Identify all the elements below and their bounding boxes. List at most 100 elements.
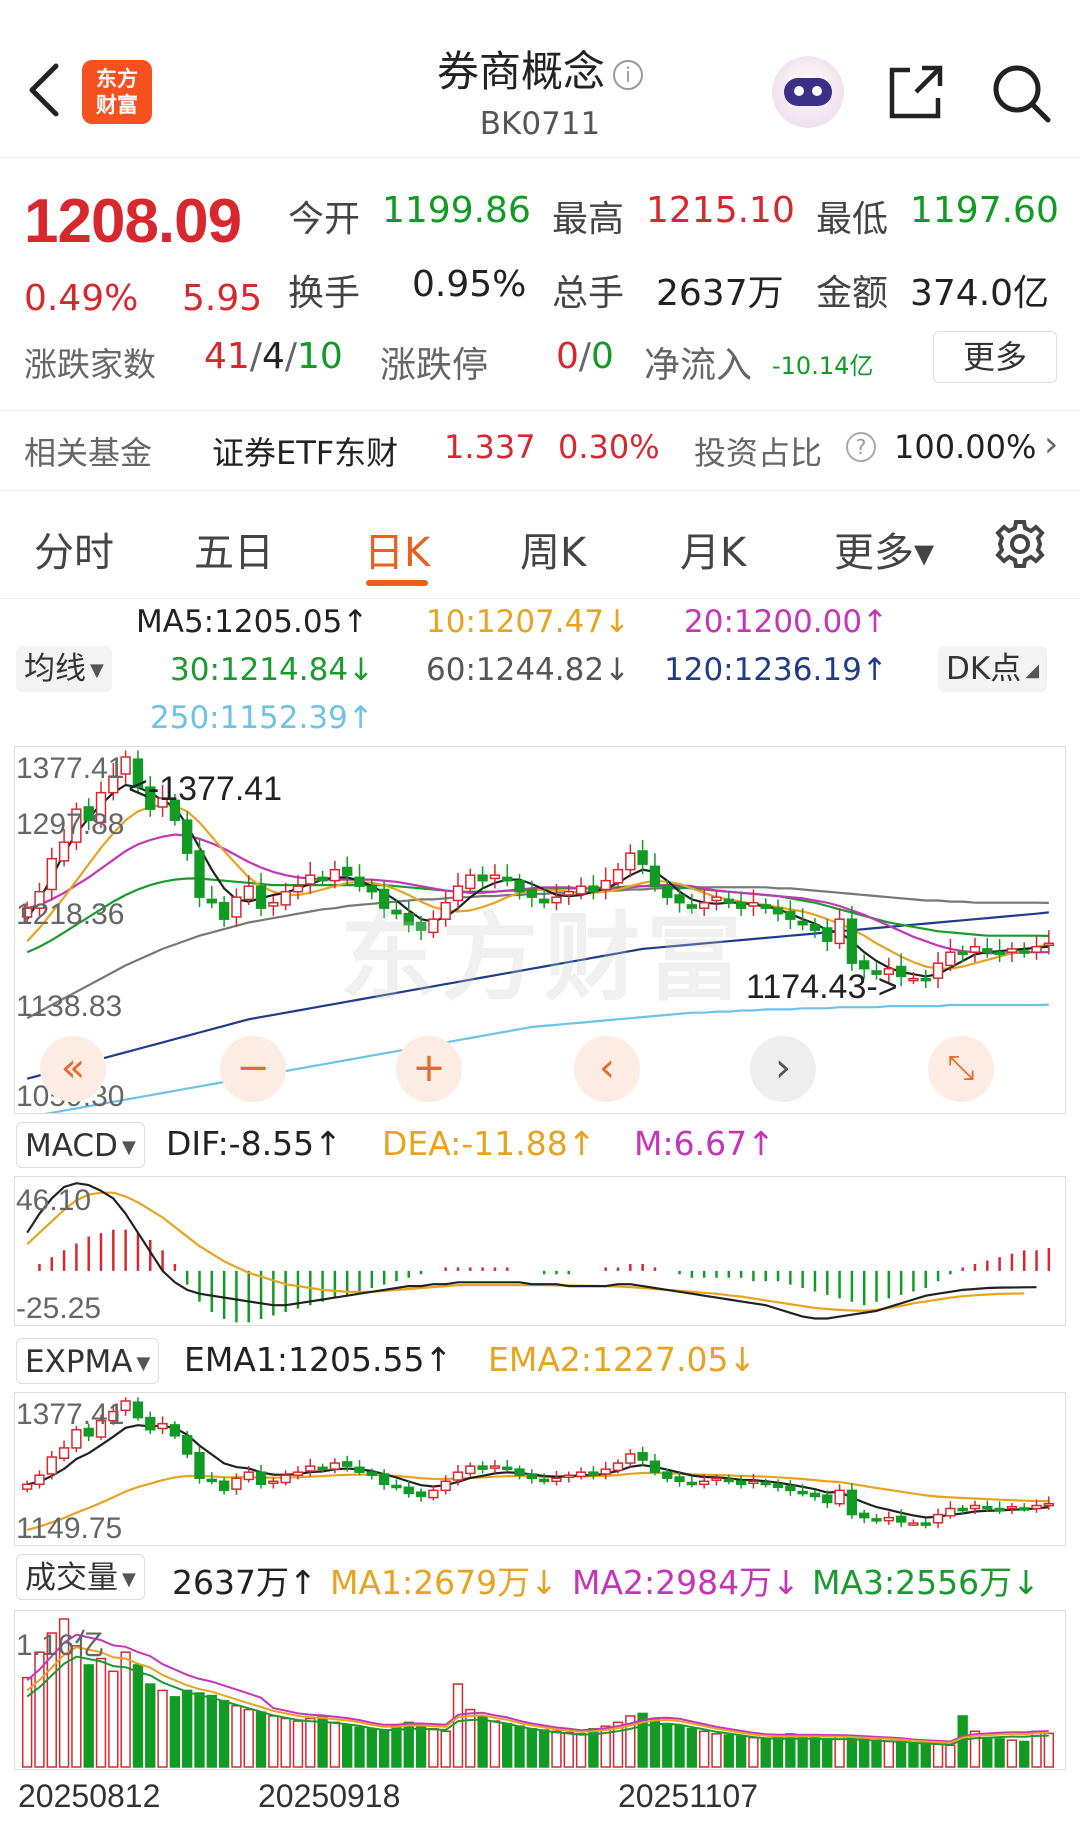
zoom-out-button[interactable]: − bbox=[220, 1036, 286, 1102]
candle-body bbox=[452, 885, 464, 902]
volume-bar bbox=[95, 1657, 107, 1768]
expma-candle-body bbox=[342, 1461, 353, 1467]
back-icon[interactable] bbox=[22, 60, 66, 120]
chevron-down-icon: ▼ bbox=[90, 659, 104, 681]
expma-candle-body bbox=[982, 1505, 993, 1510]
ma20-value: 20:1200.00↑ bbox=[684, 604, 889, 640]
page-title-wrap: 券商概念 i bbox=[0, 38, 1080, 99]
candle-body bbox=[600, 879, 611, 891]
expma-candle-body bbox=[563, 1474, 574, 1478]
volume-value: 2637万 bbox=[656, 273, 784, 314]
divider bbox=[0, 490, 1080, 491]
scroll-left-button[interactable]: ‹ bbox=[574, 1036, 640, 1102]
volume-selector[interactable]: 成交量 ▼ bbox=[16, 1554, 145, 1600]
separator: / bbox=[249, 336, 262, 377]
amount-label: 金额 bbox=[816, 273, 889, 314]
macd-chart-panel[interactable] bbox=[14, 1176, 1066, 1326]
volume-bar bbox=[231, 1705, 242, 1768]
volume-bar bbox=[58, 1618, 70, 1768]
volume-bar bbox=[354, 1726, 365, 1768]
volume-chart-panel[interactable] bbox=[14, 1610, 1066, 1770]
turnover-label: 换手 bbox=[288, 273, 361, 314]
scroll-right-button[interactable]: › bbox=[750, 1036, 816, 1102]
candle-body bbox=[538, 898, 550, 904]
candle-body bbox=[145, 786, 156, 810]
expma-candle-body bbox=[526, 1473, 538, 1479]
candle-body bbox=[735, 901, 747, 909]
assistant-robot-icon[interactable] bbox=[772, 56, 844, 128]
volume-bar bbox=[1006, 1739, 1018, 1768]
help-icon[interactable]: ? bbox=[846, 432, 876, 462]
candle-body bbox=[194, 850, 205, 898]
ma10-line bbox=[26, 803, 1049, 970]
more-quote-button[interactable]: 更多 bbox=[933, 331, 1057, 383]
tab-weekly-k[interactable]: 周K bbox=[520, 530, 587, 576]
expma-candle-body bbox=[206, 1478, 217, 1483]
volume-bar bbox=[698, 1730, 710, 1768]
expma-candle-body bbox=[268, 1480, 279, 1485]
expma-candle-body bbox=[1006, 1505, 1018, 1510]
macd-selector[interactable]: MACD ▼ bbox=[16, 1122, 145, 1168]
volume-ma1-value: MA1:2679万↓ bbox=[330, 1563, 558, 1602]
expma-candle-body bbox=[415, 1491, 427, 1498]
dk-point-button[interactable]: DK点 ◢ bbox=[938, 646, 1048, 692]
expma-candle-body bbox=[305, 1465, 316, 1472]
macd-selector-label: MACD bbox=[25, 1128, 118, 1164]
macd-ytick-1: 46.10 bbox=[16, 1184, 92, 1217]
high-value: 1215.10 bbox=[646, 190, 795, 231]
volume-bar bbox=[612, 1721, 624, 1768]
candle-body bbox=[575, 885, 587, 895]
amount-value: 374.0亿 bbox=[910, 273, 1050, 314]
volume-bar bbox=[157, 1689, 168, 1768]
tab-more[interactable]: 更多▾ bbox=[834, 530, 935, 576]
volume-bar bbox=[760, 1738, 771, 1768]
x-date-label: 20250918 bbox=[258, 1778, 401, 1814]
volume-label: 总手 bbox=[552, 273, 625, 314]
expma-candle-body bbox=[440, 1480, 451, 1492]
expma-candle-body bbox=[366, 1471, 378, 1476]
scroll-left-fast-button[interactable]: « bbox=[40, 1036, 106, 1102]
tab-five-day[interactable]: 五日 bbox=[194, 530, 274, 576]
expma-candle-body bbox=[132, 1401, 144, 1419]
candle-body bbox=[698, 901, 710, 909]
ma-selector[interactable]: 均线 ▼ bbox=[16, 646, 112, 692]
expma-chart-svg bbox=[21, 1397, 1055, 1531]
chevron-down-icon: ▼ bbox=[121, 1136, 136, 1158]
volume-bar bbox=[132, 1664, 144, 1768]
tab-monthly-k[interactable]: 月K bbox=[680, 530, 747, 576]
tab-intraday[interactable]: 分时 bbox=[34, 530, 114, 576]
expma-candle-body bbox=[625, 1453, 636, 1464]
expma-candle-body bbox=[920, 1522, 931, 1526]
volume-bar bbox=[194, 1692, 205, 1768]
candle-body bbox=[132, 758, 144, 788]
candle-body bbox=[317, 876, 328, 882]
gear-icon[interactable] bbox=[992, 516, 1048, 572]
expma-candle-body bbox=[120, 1400, 131, 1412]
share-icon[interactable] bbox=[886, 62, 946, 122]
tab-daily-k[interactable]: 日K bbox=[364, 530, 431, 576]
info-icon[interactable]: i bbox=[613, 59, 643, 90]
search-icon[interactable] bbox=[990, 62, 1052, 124]
expma-candle-body bbox=[538, 1478, 550, 1483]
expma-chart-panel[interactable] bbox=[14, 1392, 1066, 1546]
volume-bar bbox=[46, 1632, 57, 1768]
candle-body bbox=[46, 857, 57, 891]
volume-bar bbox=[809, 1736, 821, 1768]
sector-code: BK0711 bbox=[479, 106, 601, 142]
volume-bar bbox=[834, 1735, 845, 1768]
volume-bar bbox=[477, 1715, 488, 1768]
candle-body bbox=[108, 775, 119, 794]
volume-bar bbox=[120, 1651, 131, 1768]
expma-selector[interactable]: EXPMA ▼ bbox=[16, 1338, 160, 1384]
candle-body bbox=[551, 896, 562, 904]
volume-bar bbox=[1019, 1740, 1030, 1768]
expma-candle-body bbox=[883, 1516, 895, 1522]
expma-candle-body bbox=[181, 1435, 193, 1455]
kline-chart-panel[interactable] bbox=[14, 746, 1066, 1114]
expma-candle-body bbox=[378, 1473, 390, 1486]
candle-body bbox=[403, 912, 414, 926]
volume-bar bbox=[342, 1724, 353, 1768]
zoom-in-button[interactable]: + bbox=[396, 1036, 462, 1102]
fullscreen-button[interactable]: ⤡ bbox=[928, 1036, 994, 1102]
expma-candle-body bbox=[772, 1483, 784, 1489]
